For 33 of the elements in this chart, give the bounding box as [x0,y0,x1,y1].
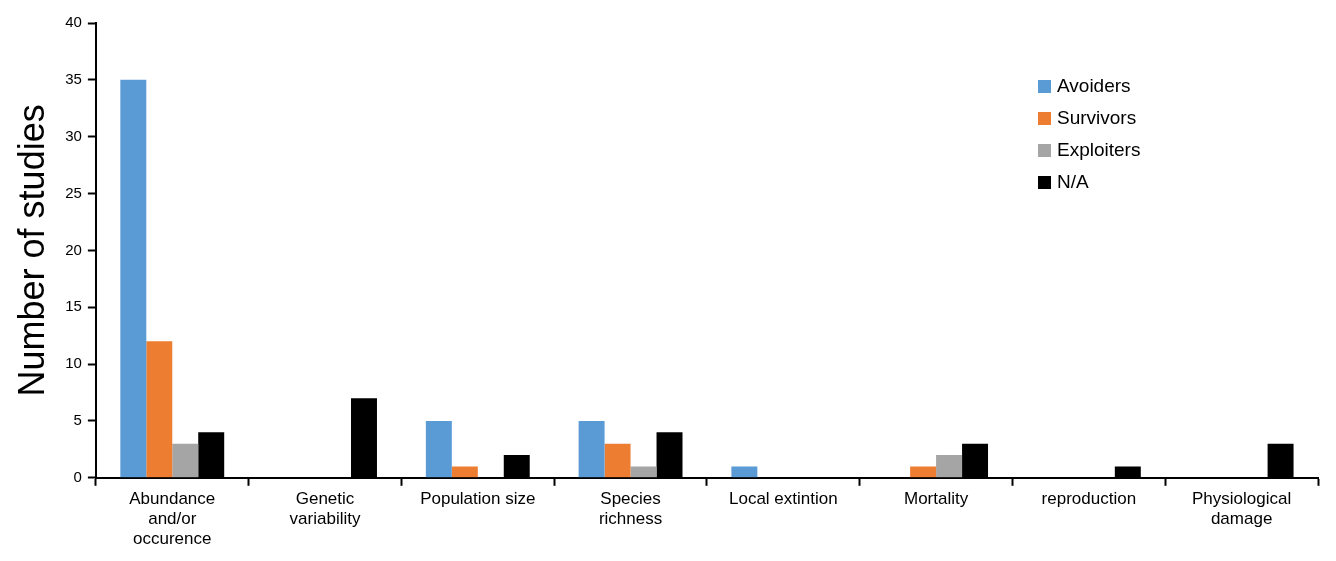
x-tick-label: Mortality [903,488,969,508]
y-tick-label: 35 [65,69,82,87]
bar [936,455,963,478]
bar [604,443,631,478]
bar [910,466,937,478]
x-tick-label: Local extintion [728,488,838,508]
y-tick-label: 40 [65,13,82,31]
bar [172,443,199,478]
bar [731,466,758,478]
legend-label: Avoiders [1057,75,1131,97]
x-tick-label: Physiological damage [1192,488,1292,529]
y-tick-label: 25 [65,183,82,201]
y-tick-label: 0 [73,467,82,485]
bar [451,466,478,478]
y-tick-label: 20 [65,240,82,258]
y-tick-label: 10 [65,354,82,372]
x-tick-label: Genetic variability [289,488,361,529]
x-tick-label: Population size [420,488,536,508]
legend-label: Exploiters [1057,139,1141,161]
legend-label: Survivors [1057,107,1137,129]
y-axis-title: Number of studies [10,104,52,397]
legend-label: N/A [1057,171,1089,193]
bar [146,341,173,478]
x-tick-label: reproduction [1041,488,1137,508]
bar [578,420,605,478]
y-tick-label: 5 [73,411,82,429]
bar [120,79,147,478]
y-tick-label: 15 [65,297,82,315]
x-tick-label: Abundance and/or occurence [129,488,216,549]
bar [425,420,452,478]
x-tick-label: Species richness [598,488,663,529]
bar [630,466,657,478]
y-tick-label: 30 [65,126,82,144]
